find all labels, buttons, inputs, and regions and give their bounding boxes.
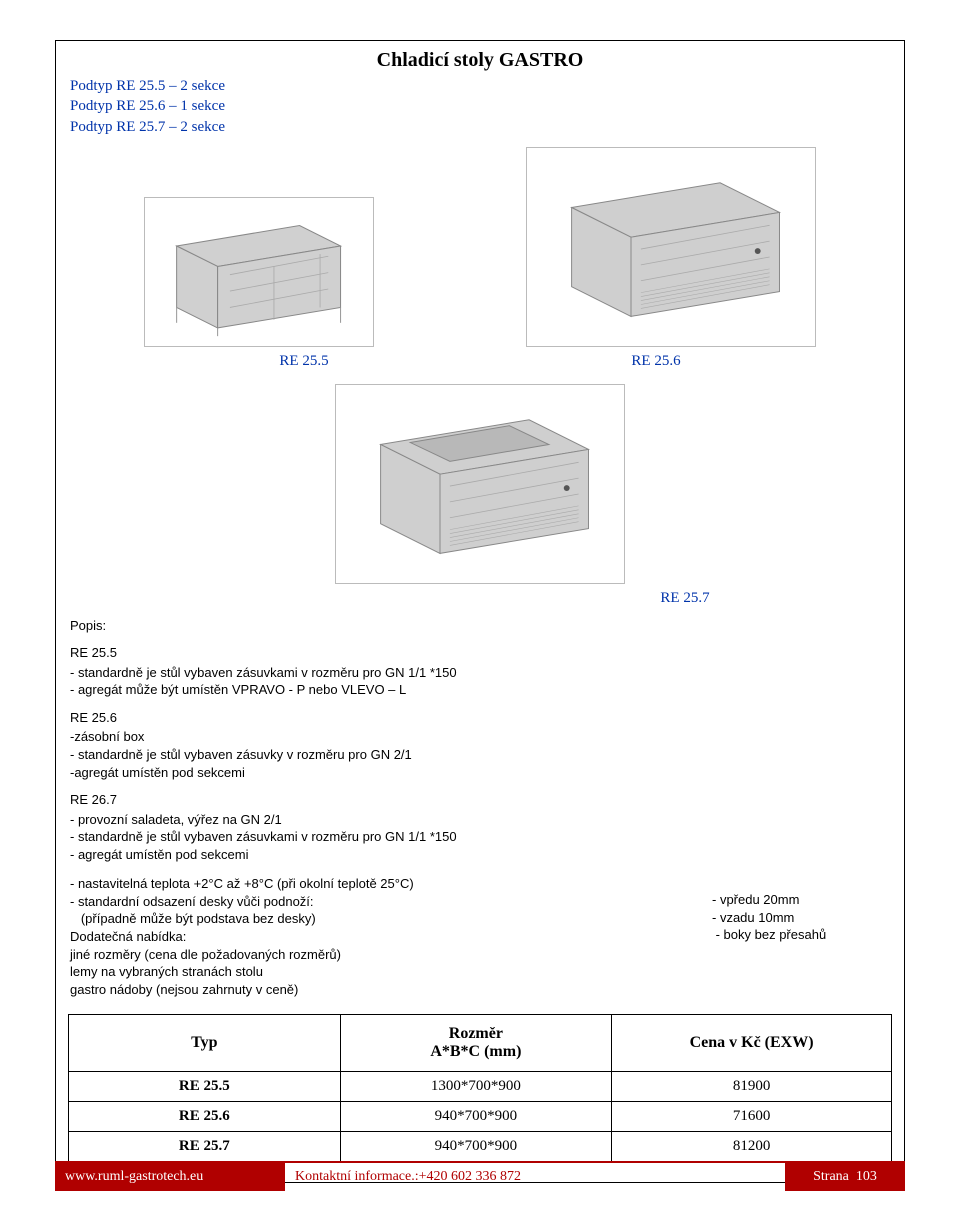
- desc-left-col: - nastavitelná teplota +2°C až +8°C (při…: [70, 875, 712, 998]
- desc-line: Dodatečná nabídka:: [70, 928, 712, 946]
- desc-line: - vzadu 10mm: [712, 909, 892, 927]
- image-label: RE 25.7: [478, 590, 892, 607]
- table-row: RE 25.5 1300*700*900 81900: [69, 1072, 892, 1102]
- desc-line: - standardně je stůl vybaven zásuvky v r…: [70, 746, 892, 764]
- footer-page-label: Strana: [813, 1169, 849, 1185]
- subtype-line: Podtyp RE 25.5 – 2 sekce: [68, 76, 892, 96]
- product-image-center: [68, 384, 892, 584]
- footer-contact: Kontaktní informace.: +420 602 336 872: [285, 1163, 785, 1191]
- desc-line: - standardně je stůl vybaven zásuvkami v…: [70, 664, 892, 682]
- desc-line: - standardní odsazení desky vůči podnoží…: [70, 893, 712, 911]
- cell-typ: RE 25.5: [69, 1072, 341, 1102]
- cell-typ: RE 25.6: [69, 1102, 341, 1132]
- product-image-re256: [526, 147, 816, 347]
- table-row: RE 25.7 940*700*900 81200: [69, 1132, 892, 1162]
- footer-url: www.ruml-gastrotech.eu: [55, 1163, 285, 1191]
- desc-line: - standardně je stůl vybaven zásuvkami v…: [70, 828, 892, 846]
- desc-line: - nastavitelná teplota +2°C až +8°C (při…: [70, 875, 712, 893]
- th-line2: A*B*C (mm): [430, 1043, 521, 1060]
- desc-line: (případně může být podstava bez desky): [70, 910, 712, 928]
- section-header: RE 25.6: [70, 709, 892, 727]
- footer-contact-phone: +420 602 336 872: [419, 1169, 521, 1185]
- table-row: RE 25.6 940*700*900 71600: [69, 1102, 892, 1132]
- cell-cena: 71600: [612, 1102, 892, 1132]
- desc-line: -agregát umístěn pod sekcemi: [70, 764, 892, 782]
- desc-line: lemy na vybraných stranách stolu: [70, 963, 712, 981]
- cell-cena: 81900: [612, 1072, 892, 1102]
- cell-rozmer: 940*700*900: [340, 1132, 612, 1162]
- cell-typ: RE 25.7: [69, 1132, 341, 1162]
- page-title: Chladicí stoly GASTRO: [68, 41, 892, 76]
- description-block: Popis: RE 25.5 - standardně je stůl vyba…: [68, 617, 892, 998]
- desc-line: - provozní saladeta, výřez na GN 2/1: [70, 811, 892, 829]
- table-header-typ: Typ: [69, 1015, 341, 1072]
- footer-page: Strana 103: [785, 1163, 905, 1191]
- cell-cena: 81200: [612, 1132, 892, 1162]
- image-label: RE 25.6: [631, 353, 680, 370]
- cell-rozmer: 1300*700*900: [340, 1072, 612, 1102]
- desc-line: - agregát umístěn pod sekcemi: [70, 846, 892, 864]
- product-images-row: [68, 147, 892, 347]
- desc-line: jiné rozměry (cena dle požadovaných rozm…: [70, 946, 712, 964]
- desc-line: - boky bez přesahů: [712, 926, 892, 944]
- image-label: RE 25.5: [279, 353, 328, 370]
- th-line1: Rozměr: [449, 1025, 503, 1042]
- footer-contact-label: Kontaktní informace: [295, 1169, 411, 1185]
- desc-line: - vpředu 20mm: [712, 891, 892, 909]
- desc-right-col: - vpředu 20mm - vzadu 10mm - boky bez př…: [712, 875, 892, 998]
- desc-line: - agregát může být umístěn VPRAVO - P ne…: [70, 681, 892, 699]
- table-header-cena: Cena v Kč (EXW): [612, 1015, 892, 1072]
- section-header: RE 25.5: [70, 644, 892, 662]
- subtype-line: Podtyp RE 25.6 – 1 sekce: [68, 96, 892, 116]
- desc-line: -zásobní box: [70, 728, 892, 746]
- footer-page-num: 103: [856, 1169, 877, 1185]
- subtype-line: Podtyp RE 25.7 – 2 sekce: [68, 117, 892, 137]
- desc-columns: - nastavitelná teplota +2°C až +8°C (při…: [70, 875, 892, 998]
- subtype-list: Podtyp RE 25.5 – 2 sekce Podtyp RE 25.6 …: [68, 76, 892, 137]
- product-image-re255: [144, 197, 374, 347]
- popis-label: Popis:: [70, 617, 892, 635]
- footer-contact-sep: .:: [411, 1169, 418, 1185]
- cell-rozmer: 940*700*900: [340, 1102, 612, 1132]
- table-header-rozmer: Rozměr A*B*C (mm): [340, 1015, 612, 1072]
- section-header: RE 26.7: [70, 791, 892, 809]
- document-frame: Chladicí stoly GASTRO Podtyp RE 25.5 – 2…: [55, 40, 905, 1183]
- price-table: Typ Rozměr A*B*C (mm) Cena v Kč (EXW) RE…: [68, 1014, 892, 1162]
- product-image-re257: [335, 384, 625, 584]
- footer-bar: www.ruml-gastrotech.eu Kontaktní informa…: [55, 1161, 905, 1191]
- image-labels-row: RE 25.5 RE 25.6: [68, 353, 892, 370]
- desc-line: gastro nádoby (nejsou zahrnuty v ceně): [70, 981, 712, 999]
